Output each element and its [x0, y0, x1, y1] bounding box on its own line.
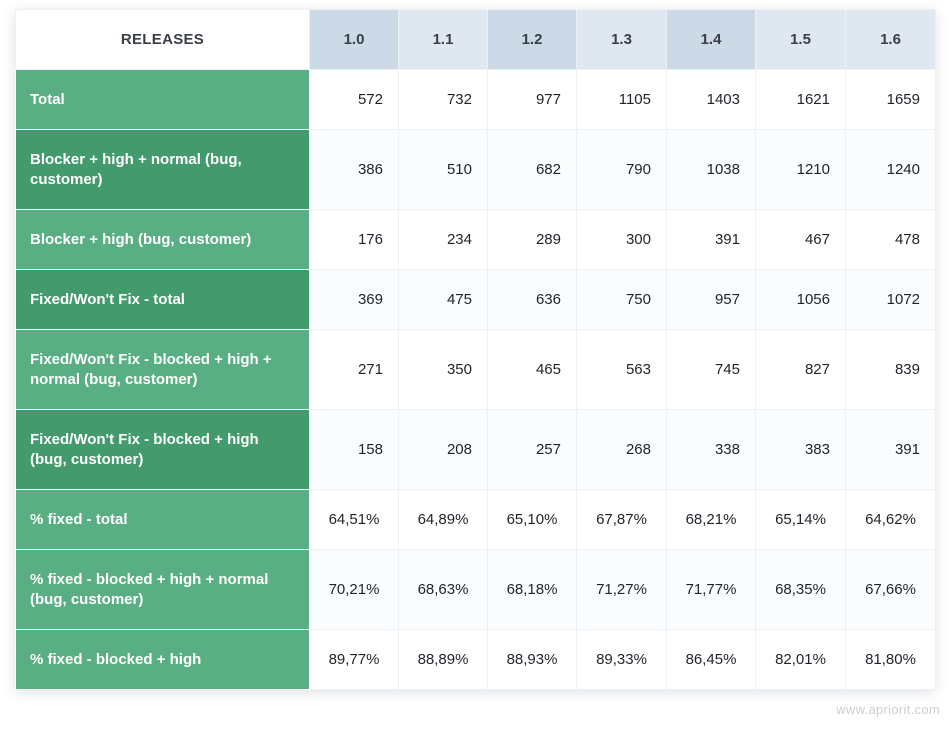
- table-cell: 67,66%: [845, 549, 936, 630]
- table-cell: 65,14%: [755, 489, 846, 550]
- table-cell: 88,89%: [398, 629, 488, 690]
- table-cell: 350: [398, 329, 488, 410]
- table-cell: 957: [666, 269, 756, 330]
- table-cell: 289: [487, 209, 577, 270]
- table-cell: 1072: [845, 269, 936, 330]
- row-label: Total: [15, 69, 310, 130]
- table-cell: 338: [666, 409, 756, 490]
- row-label: % fixed - blocked + high + normal (bug, …: [15, 549, 310, 630]
- table-cell: 271: [309, 329, 399, 410]
- releases-header: RELEASES: [15, 9, 310, 70]
- table-cell: 750: [576, 269, 667, 330]
- table-cell: 70,21%: [309, 549, 399, 630]
- table-cell: 977: [487, 69, 577, 130]
- table-cell: 1659: [845, 69, 936, 130]
- table-cell: 68,21%: [666, 489, 756, 550]
- release-header-1-6: 1.6: [845, 9, 936, 70]
- table-cell: 81,80%: [845, 629, 936, 690]
- release-header-1-4: 1.4: [666, 9, 756, 70]
- table-cell: 68,18%: [487, 549, 577, 630]
- table-cell: 1403: [666, 69, 756, 130]
- table-cell: 268: [576, 409, 667, 490]
- table-cell: 369: [309, 269, 399, 330]
- table-cell: 300: [576, 209, 667, 270]
- table-row: Fixed/Won't Fix - blocked + high (bug, c…: [15, 409, 936, 490]
- table-cell: 467: [755, 209, 846, 270]
- table-cell: 383: [755, 409, 846, 490]
- table-cell: 71,77%: [666, 549, 756, 630]
- releases-table: RELEASES 1.0 1.1 1.2 1.3 1.4 1.5 1.6 Tot…: [15, 9, 936, 690]
- table-cell: 391: [845, 409, 936, 490]
- release-header-1-1: 1.1: [398, 9, 488, 70]
- table-cell: 1621: [755, 69, 846, 130]
- table-cell: 478: [845, 209, 936, 270]
- table-cell: 475: [398, 269, 488, 330]
- table-cell: 176: [309, 209, 399, 270]
- table-cell: 65,10%: [487, 489, 577, 550]
- table-cell: 563: [576, 329, 667, 410]
- table-cell: 391: [666, 209, 756, 270]
- table-cell: 510: [398, 129, 488, 210]
- table-cell: 1038: [666, 129, 756, 210]
- table-cell: 827: [755, 329, 846, 410]
- watermark: www.apriorit.com: [836, 702, 940, 717]
- table-cell: 465: [487, 329, 577, 410]
- table-cell: 1210: [755, 129, 846, 210]
- table-cell: 64,51%: [309, 489, 399, 550]
- table-cell: 790: [576, 129, 667, 210]
- row-label: Fixed/Won't Fix - blocked + high (bug, c…: [15, 409, 310, 490]
- table-cell: 158: [309, 409, 399, 490]
- table-row: Fixed/Won't Fix - total 369 475 636 750 957 10…: [15, 269, 936, 330]
- release-header-1-5: 1.5: [755, 9, 846, 70]
- table-cell: 386: [309, 129, 399, 210]
- table-row: % fixed - blocked + high 89,77% 88,89% 88,9…: [15, 629, 936, 690]
- table-cell: 839: [845, 329, 936, 410]
- table-cell: 745: [666, 329, 756, 410]
- table-cell: 82,01%: [755, 629, 846, 690]
- row-label: Blocker + high + normal (bug, customer): [15, 129, 310, 210]
- table-cell: 71,27%: [576, 549, 667, 630]
- release-header-1-3: 1.3: [576, 9, 667, 70]
- table-row: Fixed/Won't Fix - blocked + high + norma…: [15, 329, 936, 410]
- table-cell: 64,62%: [845, 489, 936, 550]
- row-label: Blocker + high (bug, customer): [15, 209, 310, 270]
- release-header-1-0: 1.0: [309, 9, 399, 70]
- table-cell: 64,89%: [398, 489, 488, 550]
- table-body: Total 572 732 977 1105 1403 1621 1659 Blocker + …: [15, 69, 936, 690]
- table-cell: 89,77%: [309, 629, 399, 690]
- release-header-1-2: 1.2: [487, 9, 577, 70]
- row-label: Fixed/Won't Fix - blocked + high + norma…: [15, 329, 310, 410]
- table-cell: 89,33%: [576, 629, 667, 690]
- table-row: % fixed - blocked + high + normal (bug, …: [15, 549, 936, 630]
- table-row: Blocker + high + normal (bug, customer) 3…: [15, 129, 936, 210]
- table-cell: 1240: [845, 129, 936, 210]
- releases-table-card: RELEASES 1.0 1.1 1.2 1.3 1.4 1.5 1.6 Tot…: [15, 9, 936, 690]
- header-row: RELEASES 1.0 1.1 1.2 1.3 1.4 1.5 1.6: [15, 9, 936, 70]
- row-label: % fixed - total: [15, 489, 310, 550]
- table-cell: 208: [398, 409, 488, 490]
- table-cell: 636: [487, 269, 577, 330]
- table-cell: 86,45%: [666, 629, 756, 690]
- table-row: Total 572 732 977 1105 1403 1621 1659: [15, 69, 936, 130]
- table-cell: 1105: [576, 69, 667, 130]
- table-row: Blocker + high (bug, customer) 176 234 289 3…: [15, 209, 936, 270]
- table-cell: 68,63%: [398, 549, 488, 630]
- table-cell: 88,93%: [487, 629, 577, 690]
- table-cell: 234: [398, 209, 488, 270]
- table-cell: 257: [487, 409, 577, 490]
- table-cell: 68,35%: [755, 549, 846, 630]
- table-row: % fixed - total 64,51% 64,89% 65,10% 67,87% 6…: [15, 489, 936, 550]
- table-cell: 67,87%: [576, 489, 667, 550]
- table-cell: 1056: [755, 269, 846, 330]
- row-label: % fixed - blocked + high: [15, 629, 310, 690]
- table-cell: 732: [398, 69, 488, 130]
- row-label: Fixed/Won't Fix - total: [15, 269, 310, 330]
- table-cell: 682: [487, 129, 577, 210]
- table-cell: 572: [309, 69, 399, 130]
